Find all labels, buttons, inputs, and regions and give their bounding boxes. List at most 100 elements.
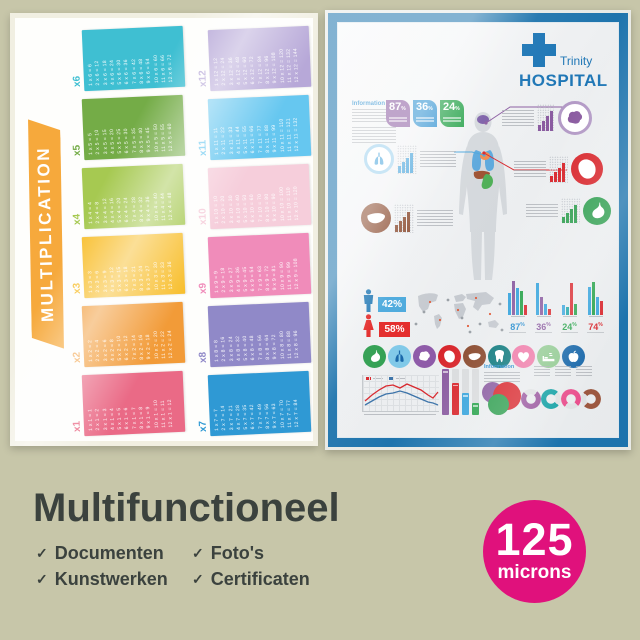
heart-icon — [571, 153, 603, 185]
stat-badge: 36% — [413, 100, 437, 127]
bubble-chart — [488, 394, 509, 415]
multiplication-title-ribbon: MULTIPLICATION — [26, 119, 66, 350]
feature-item: ✓ Documenten — [36, 543, 164, 563]
lung-left-organ — [472, 150, 481, 171]
lungs-icon — [364, 144, 394, 174]
stomach-organ — [481, 174, 493, 189]
female-icon — [363, 314, 374, 337]
stomach-icon — [363, 345, 386, 368]
lungs-callout — [364, 141, 456, 177]
donut-chart — [561, 389, 581, 409]
check-icon: ✓ — [192, 571, 204, 587]
placeholder-columns — [534, 366, 592, 378]
trend-chart — [362, 375, 439, 412]
placeholder-text — [352, 127, 396, 144]
region-stat: 36% — [534, 279, 553, 333]
brand-word: HOSPITAL — [519, 71, 608, 90]
stat-badges: 87% 36% 24% — [386, 100, 464, 127]
heart-icon — [512, 345, 536, 368]
placeholder-text — [484, 372, 520, 383]
check-icon: ✓ — [36, 571, 48, 587]
caption-title: Multifunctioneel — [33, 486, 340, 530]
check-icon: ✓ — [192, 545, 204, 561]
tooth-icon — [487, 345, 511, 368]
microns-value: 125 — [495, 513, 574, 565]
female-percentage: 58% — [379, 322, 410, 337]
axis-labels — [364, 414, 436, 416]
mult-table-x10: x10 1 x 10 = 10 2 x 10 = 20 3 x 10 = 30 4 x … — [197, 163, 311, 230]
hospital-cross-icon — [522, 33, 556, 67]
region-stat: 87% — [508, 279, 527, 333]
region-stat: 74% — [586, 279, 605, 333]
donut-chart — [541, 389, 561, 409]
male-icon — [363, 289, 374, 312]
donut-chart — [581, 389, 601, 409]
column-chart-bar — [462, 369, 469, 415]
mult-table-x12: x12 1 x 12 = 12 2 x 12 = 24 3 x 12 = 36 4 x … — [197, 25, 311, 92]
liver-icon — [361, 203, 391, 233]
information-label: Information — [352, 101, 385, 107]
microns-badge: 125 microns — [483, 500, 586, 603]
placeholder-text — [526, 204, 558, 218]
information-block-2: Information — [484, 364, 520, 383]
placeholder-text — [417, 210, 453, 226]
multiplication-title: MULTIPLICATION — [33, 145, 58, 323]
microns-unit: microns — [497, 561, 572, 583]
stat-badge: 87% — [386, 100, 410, 127]
male-percentage: 42% — [378, 297, 406, 312]
stomach-callout — [526, 195, 611, 227]
heart-callout — [514, 151, 603, 187]
column-chart-bar — [472, 369, 479, 415]
bed-icon — [537, 345, 561, 368]
liver-icon — [462, 345, 486, 368]
check-icon: ✓ — [36, 545, 48, 561]
mini-chart — [397, 144, 417, 174]
brand-name: Trinity — [560, 54, 593, 68]
feature-list: ✓ Documenten ✓ Foto's ✓ Kunstwerken ✓ Certifica… — [36, 543, 310, 590]
brain-icon — [558, 101, 592, 135]
mini-chart — [561, 198, 580, 224]
world-map — [414, 292, 504, 334]
feature-item: ✓ Certificaten — [192, 569, 310, 589]
feature-item: ✓ Kunstwerken — [36, 569, 168, 589]
feature-item: ✓ Foto's — [192, 543, 265, 563]
liver-callout — [361, 201, 453, 235]
mini-chart — [394, 203, 414, 233]
mini-chart — [537, 104, 555, 132]
stat-badge: 24% — [440, 100, 464, 127]
brain-icon — [412, 345, 436, 368]
apple-icon — [562, 345, 586, 368]
column-chart-bar — [452, 369, 459, 415]
brain-callout — [502, 99, 592, 137]
stomach-icon — [583, 197, 611, 225]
placeholder-text — [514, 161, 546, 177]
heart-organ-icon — [437, 345, 461, 368]
lungs-icon — [387, 345, 411, 368]
information-label: Information — [484, 364, 515, 370]
hospital-poster-content: Trinity HOSPITAL Information 87% 36% 24% — [337, 22, 619, 438]
region-stats: 87% 36% 24% 74% — [508, 279, 605, 333]
hospital-poster: Trinity HOSPITAL Information 87% 36% 24% — [325, 10, 631, 450]
information-block: Information — [352, 101, 396, 144]
placeholder-text — [352, 109, 396, 123]
region-stat: 24% — [560, 279, 579, 333]
donut-chart — [521, 389, 541, 409]
organ-icon-row — [338, 345, 618, 369]
placeholder-text — [502, 110, 534, 126]
column-chart — [442, 369, 479, 415]
column-chart-bar — [442, 369, 449, 415]
mini-chart — [549, 155, 568, 183]
